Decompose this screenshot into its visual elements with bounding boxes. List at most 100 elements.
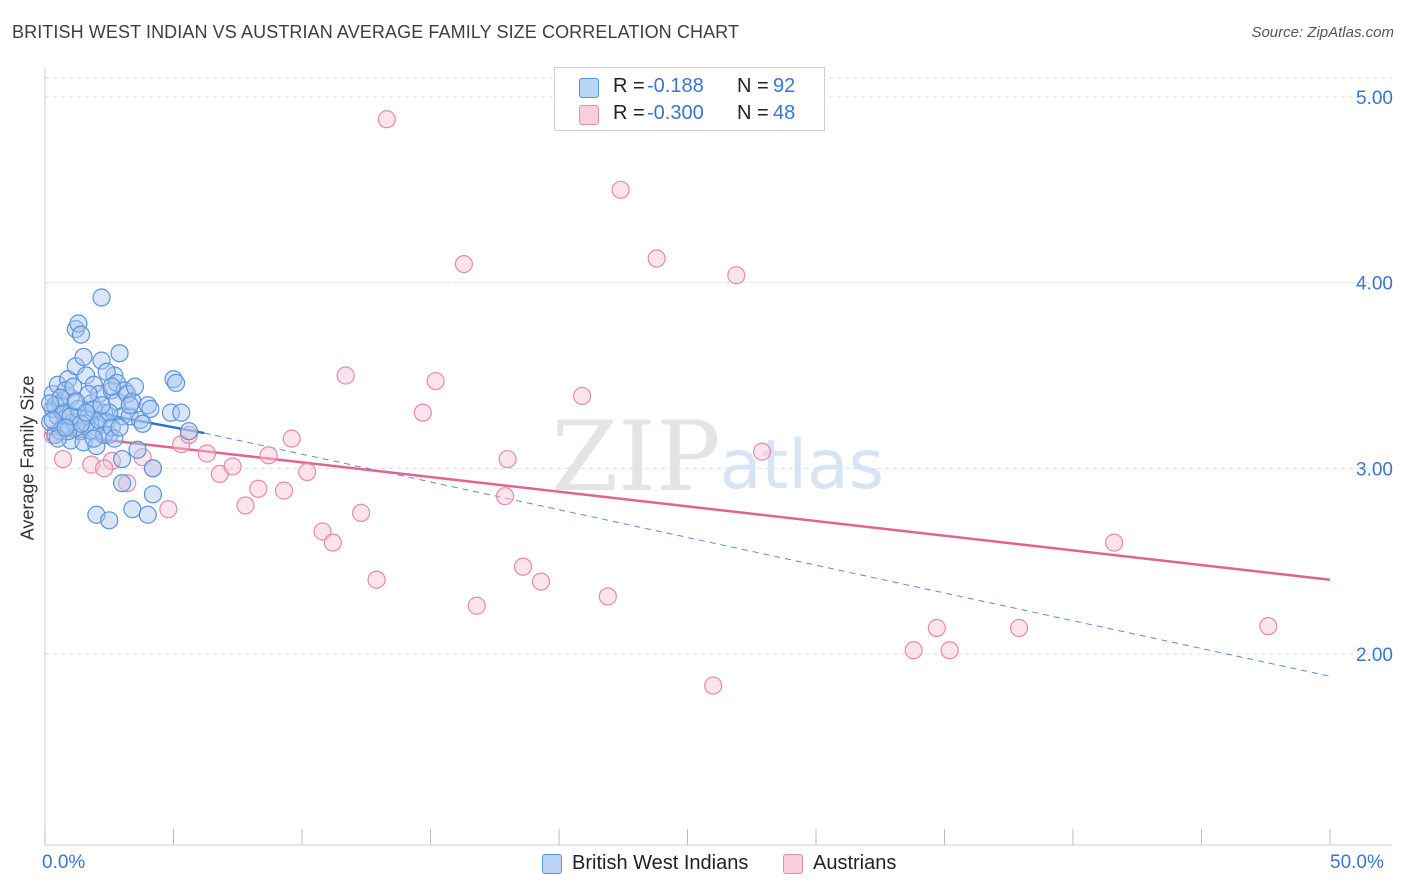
data-point-british-west-indians [74,347,93,367]
data-point-austrians [274,481,294,500]
data-point-british-west-indians [64,377,83,396]
x-tick-label-max: 50.0% [1330,852,1384,873]
legend-row-british-west-indians: R = -0.188 N = 92 [555,74,824,100]
data-point-austrians [336,366,355,385]
data-point-austrians [598,587,617,606]
data-point-british-west-indians [172,403,191,422]
bottom-legend-swatch-pink [783,854,803,874]
legend-swatch-blue [579,78,599,98]
data-point-british-west-indians [41,394,60,413]
data-point-austrians [495,487,515,506]
watermark-atlas: atlas [720,426,884,505]
data-point-austrians [1259,617,1278,636]
data-point-british-west-indians [102,377,121,396]
legend-r-value: -0.300 [647,102,704,124]
data-point-british-west-indians [92,288,111,307]
data-point-austrians [426,371,445,391]
data-point-austrians [752,442,772,461]
data-point-british-west-indians [123,500,142,519]
data-point-austrians [647,249,666,268]
data-point-austrians [352,503,371,522]
data-point-british-west-indians [166,373,186,393]
data-point-british-west-indians [105,429,124,448]
data-point-austrians [53,449,73,469]
data-point-austrians [95,459,114,478]
source-label: Source: ZipAtlas.com [1251,24,1394,41]
data-point-british-west-indians [51,388,70,407]
data-point-british-west-indians [102,418,121,437]
data-point-british-west-indians [92,351,111,370]
legend-r-label: R = [613,75,645,97]
legend-swatch-pink [579,105,599,125]
legend-r-value: -0.188 [647,75,704,97]
trend-line-austrians [44,431,1331,581]
correlation-legend: R = -0.188 N = 92 R = -0.300 N = 48 [554,67,825,131]
series-british-west-indians-points [41,288,199,530]
data-point-austrians [197,444,217,463]
data-point-british-west-indians [71,414,91,433]
y-tick-labels: 2.00 3.00 4.00 5.00 [1356,88,1393,666]
data-point-austrians [313,522,332,541]
data-point-british-west-indians [71,325,91,344]
data-point-austrians [413,403,432,422]
data-point-austrians [249,479,268,498]
gridlines [45,77,1392,655]
data-point-austrians [323,533,342,552]
data-point-british-west-indians [84,429,103,448]
data-point-austrians [704,676,723,695]
data-point-austrians [1009,618,1029,638]
data-point-austrians [259,446,278,465]
data-point-austrians [940,641,959,660]
data-point-british-west-indians [112,449,132,469]
chart-title: BRITISH WEST INDIAN VS AUSTRIAN AVERAGE … [12,22,740,42]
data-point-austrians [454,255,474,274]
data-point-austrians [467,596,486,615]
data-point-british-west-indians [66,392,85,411]
data-point-british-west-indians [110,418,129,437]
data-point-austrians [573,386,592,406]
data-point-british-west-indians [128,440,147,459]
data-point-british-west-indians [133,414,152,433]
watermark: ZIP atlas [551,401,884,513]
data-point-austrians [498,449,517,469]
data-point-british-west-indians [143,459,163,478]
data-point-austrians [159,500,178,519]
data-point-austrians [367,570,386,589]
data-point-british-west-indians [95,425,114,445]
data-point-austrians [282,429,301,448]
data-point-austrians [904,641,923,660]
bottom-legend-swatch-blue [542,854,562,874]
data-point-british-west-indians [179,422,199,441]
data-point-austrians [611,180,630,199]
data-point-british-west-indians [161,403,181,422]
data-point-british-west-indians [120,396,139,415]
x-tick-label-min: 0.0% [42,852,86,873]
data-point-austrians [377,110,396,129]
y-tick-label: 4.00 [1356,274,1393,295]
data-point-british-west-indians [143,485,163,504]
data-point-british-west-indians [77,366,96,385]
legend-n-label: N = [737,75,769,97]
data-point-british-west-indians [125,377,145,396]
legend-n-value: 48 [773,102,796,124]
data-point-austrians [223,457,242,476]
legend-n-label: N = [737,102,769,124]
data-point-austrians [727,266,746,285]
legend-n-value: 92 [773,75,796,97]
data-point-austrians [1105,533,1124,552]
axes [44,68,1392,846]
watermark-zip: ZIP [551,401,720,513]
data-point-austrians [927,618,946,638]
bottom-legend-label: Austrians [813,852,897,874]
y-tick-label: 5.00 [1356,88,1393,109]
data-point-british-west-indians [141,399,160,419]
data-point-british-west-indians [69,314,88,333]
y-tick-label: 3.00 [1356,459,1393,480]
legend-r-label: R = [613,102,645,124]
data-point-austrians [298,462,317,482]
data-point-british-west-indians [110,344,129,363]
y-tick-label: 2.00 [1356,645,1393,666]
data-point-british-west-indians [84,375,103,394]
data-point-british-west-indians [66,357,85,376]
data-point-british-west-indians [77,403,96,422]
